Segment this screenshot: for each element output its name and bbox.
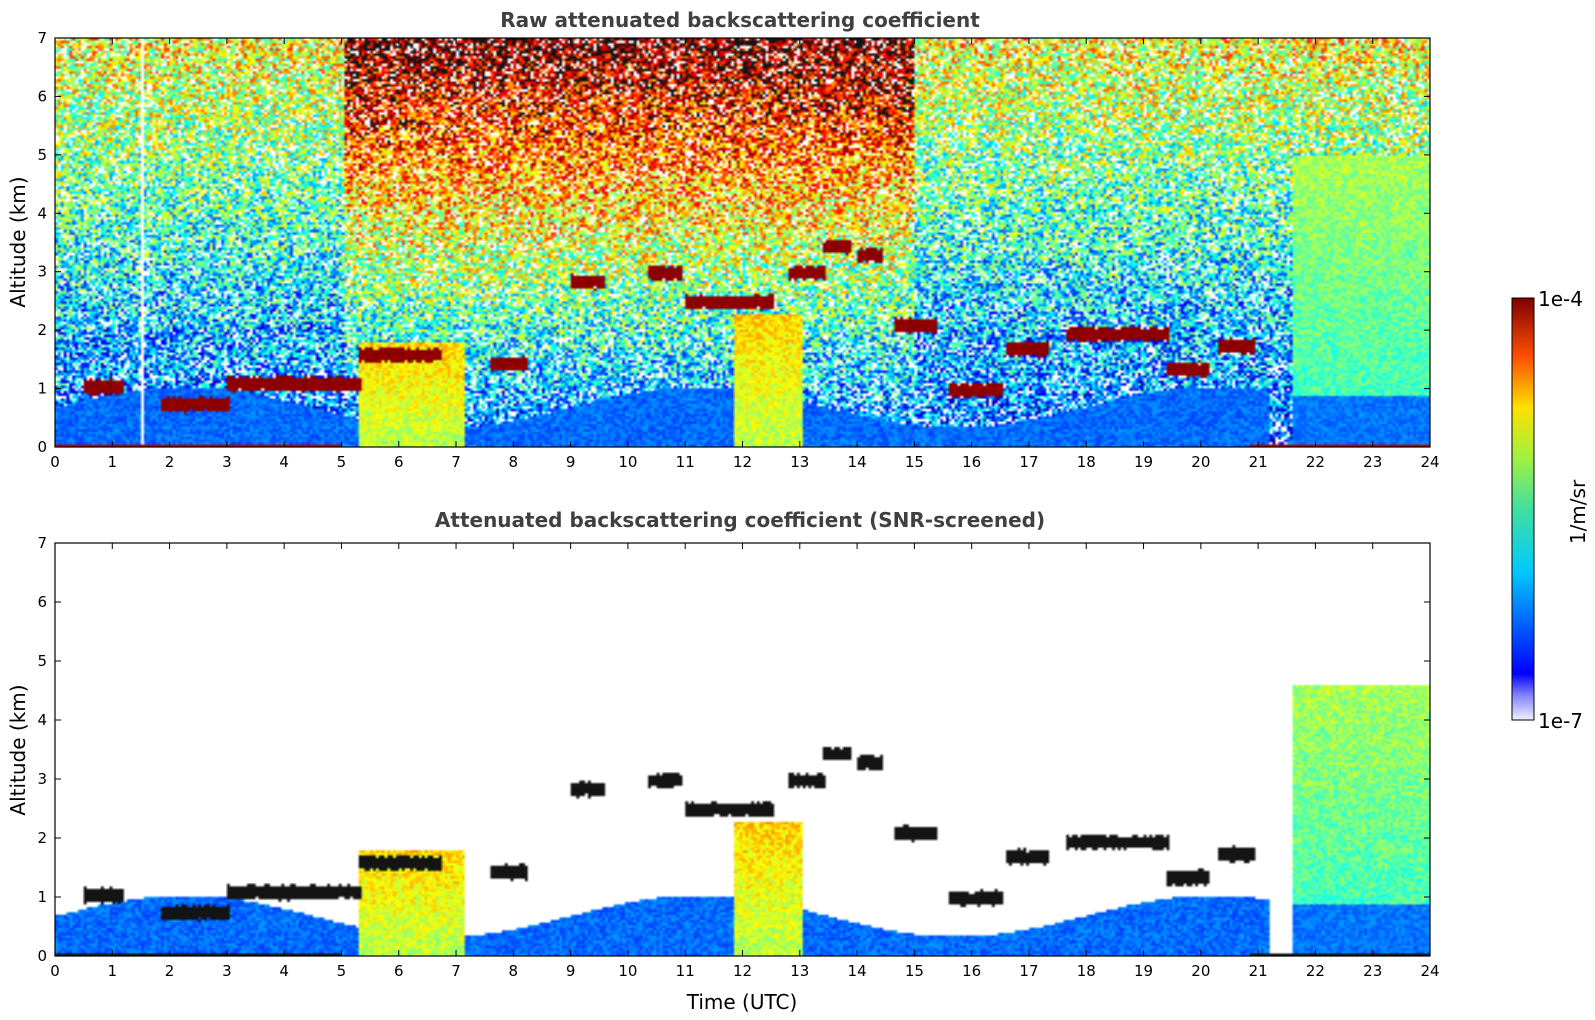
x-tick-label: 0	[50, 962, 60, 980]
y-tick-label: 1	[37, 888, 47, 906]
x-tick-label: 19	[1134, 453, 1153, 471]
colorbar-unit-label: 1/m/sr	[1566, 479, 1590, 544]
x-tick-label: 5	[337, 962, 347, 980]
colorbar-min-label: 1e-7	[1538, 709, 1583, 733]
x-tick-label: 18	[1077, 453, 1096, 471]
panel2-y-ticks: 0 1 2 3 4 5 6 7	[37, 534, 1430, 965]
y-tick-label: 0	[37, 438, 47, 456]
x-tick-label: 21	[1249, 962, 1268, 980]
x-tick-label: 14	[848, 962, 867, 980]
y-tick-label: 4	[37, 204, 47, 222]
y-tick-label: 1	[37, 380, 47, 398]
y-tick-label: 6	[37, 87, 47, 105]
x-tick-label: 13	[790, 453, 809, 471]
panel2-xlabel: Time (UTC)	[686, 990, 798, 1014]
x-tick-label: 6	[394, 962, 404, 980]
x-tick-label: 0	[50, 453, 60, 471]
x-tick-label: 11	[676, 962, 695, 980]
x-tick-label: 23	[1363, 453, 1382, 471]
x-tick-label: 16	[962, 453, 981, 471]
x-tick-label: 24	[1420, 453, 1439, 471]
panel2-ylabel: Altitude (km)	[6, 684, 30, 815]
x-tick-label: 16	[962, 962, 981, 980]
x-tick-label: 22	[1306, 962, 1325, 980]
panel1-title: Raw attenuated backscattering coefficien…	[500, 8, 980, 32]
x-tick-label: 7	[451, 453, 461, 471]
colorbar-max-label: 1e-4	[1538, 287, 1583, 311]
x-tick-label: 1	[108, 453, 118, 471]
x-tick-label: 20	[1191, 453, 1210, 471]
x-tick-label: 9	[566, 962, 576, 980]
x-tick-label: 8	[509, 962, 519, 980]
panel2-heatmap	[55, 543, 1430, 956]
x-tick-label: 12	[733, 453, 752, 471]
x-tick-label: 23	[1363, 962, 1382, 980]
y-tick-label: 6	[37, 593, 47, 611]
x-tick-label: 6	[394, 453, 404, 471]
y-tick-label: 3	[37, 263, 47, 281]
x-tick-label: 15	[905, 453, 924, 471]
y-tick-label: 5	[37, 146, 47, 164]
x-tick-label: 11	[676, 453, 695, 471]
y-tick-label: 5	[37, 652, 47, 670]
y-tick-label: 2	[37, 829, 47, 847]
x-tick-label: 4	[279, 962, 289, 980]
x-tick-label: 18	[1077, 962, 1096, 980]
x-tick-label: 3	[222, 962, 232, 980]
x-tick-label: 5	[337, 453, 347, 471]
x-tick-label: 4	[279, 453, 289, 471]
x-tick-label: 21	[1249, 453, 1268, 471]
y-tick-label: 7	[37, 29, 47, 47]
panel2-x-ticks: 0 1 2 3 4 5 6 7 8 9 10 11 12 13 14 15 16 17 18 19 20 21 22 23 24	[50, 543, 1440, 980]
colorbar: 1e-4 1e-7 1/m/sr	[1511, 287, 1590, 733]
x-tick-label: 20	[1191, 962, 1210, 980]
panel1-y-ticks: 0 1 2 3 4 5 6 7	[37, 29, 1430, 456]
x-tick-label: 15	[905, 962, 924, 980]
x-tick-label: 1	[108, 962, 118, 980]
x-tick-label: 2	[165, 962, 175, 980]
x-tick-label: 19	[1134, 962, 1153, 980]
x-tick-label: 3	[222, 453, 232, 471]
y-tick-label: 3	[37, 770, 47, 788]
y-tick-label: 0	[37, 947, 47, 965]
x-tick-label: 13	[790, 962, 809, 980]
x-tick-label: 2	[165, 453, 175, 471]
x-tick-label: 17	[1019, 962, 1038, 980]
x-tick-label: 10	[618, 453, 637, 471]
panel1-heatmap	[55, 38, 1430, 447]
x-tick-label: 7	[451, 962, 461, 980]
y-tick-label: 2	[37, 321, 47, 339]
raw-backscatter-panel: Raw attenuated backscattering coefficien…	[6, 8, 1440, 471]
x-tick-label: 10	[618, 962, 637, 980]
x-tick-label: 22	[1306, 453, 1325, 471]
x-tick-label: 17	[1019, 453, 1038, 471]
y-tick-label: 4	[37, 711, 47, 729]
x-tick-label: 14	[848, 453, 867, 471]
x-tick-label: 9	[566, 453, 576, 471]
panel1-ylabel: Altitude (km)	[6, 176, 30, 307]
y-tick-label: 7	[37, 534, 47, 552]
colorbar-gradient	[1511, 297, 1535, 721]
screened-backscatter-panel: Attenuated backscattering coefficient (S…	[6, 508, 1440, 1014]
x-tick-label: 24	[1420, 962, 1439, 980]
x-tick-label: 8	[509, 453, 519, 471]
panel1-x-ticks: 0 1 2 3 4 5 6 7 8 9 10 11 12 13 14 15 16 17 18 19 20 21 22 23 24	[50, 38, 1440, 471]
panel2-title: Attenuated backscattering coefficient (S…	[435, 508, 1045, 532]
x-tick-label: 12	[733, 962, 752, 980]
